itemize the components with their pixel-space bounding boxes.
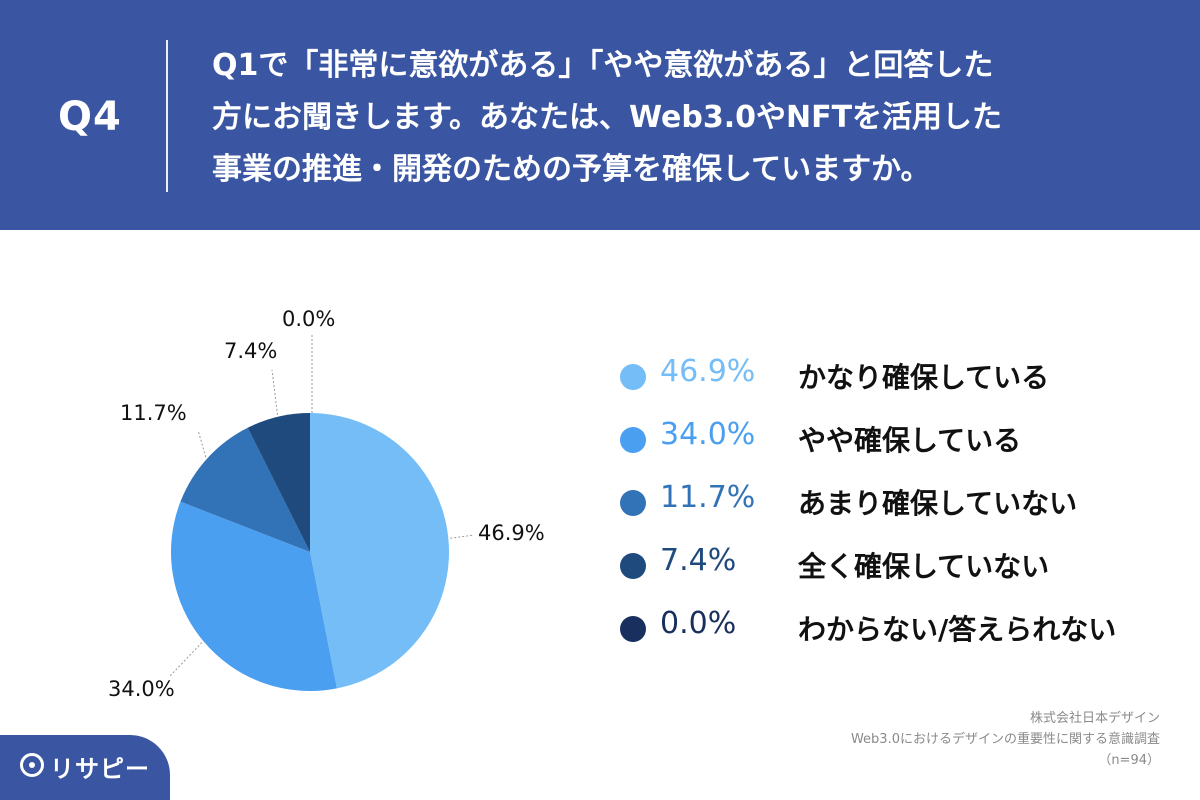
header: Q4 Q1で「非常に意欲がある」「やや意欲がある」と回答した 方にお聞きします。… bbox=[0, 0, 1200, 228]
data-label: 0.0% bbox=[282, 307, 335, 331]
legend-label: 全く確保していない bbox=[798, 550, 1050, 583]
pie-slice bbox=[310, 413, 450, 689]
credit-company: 株式会社日本デザイン bbox=[1029, 711, 1160, 726]
pie-chart: 46.9% 34.0% 11.7% 7.4%0.0% bbox=[108, 307, 545, 701]
data-label: 46.9% bbox=[478, 521, 545, 545]
question-line-2: 方にお聞きします。あなたは、Web3.0やNFTを活用した bbox=[212, 100, 1003, 135]
legend-swatch bbox=[620, 490, 646, 516]
brand-name: リサピー bbox=[50, 755, 150, 783]
leader-line bbox=[271, 369, 279, 415]
credit-survey: Web3.0におけるデザインの重要性に関する意識調査 bbox=[850, 732, 1160, 747]
pie-slice bbox=[171, 501, 337, 691]
credit-sample: （n=94） bbox=[1098, 753, 1160, 768]
pie-slice bbox=[180, 427, 310, 552]
pie-slice bbox=[247, 413, 310, 552]
legend-swatch bbox=[620, 553, 646, 579]
question-number: Q4 bbox=[58, 94, 122, 140]
source-credit: 株式会社日本デザイン Web3.0におけるデザインの重要性に関する意識調査 （n… bbox=[851, 708, 1160, 771]
leader-line bbox=[450, 534, 475, 539]
legend-swatch bbox=[620, 364, 646, 390]
legend-value: 7.4% bbox=[660, 543, 737, 578]
chart-panel: 46.9% 34.0% 11.7% 7.4% 0.0% 46.9% かなり確保している … bbox=[0, 230, 1200, 800]
question-line-1: Q1で「非常に意欲がある」「やや意欲がある」と回答した bbox=[212, 48, 994, 83]
legend-value: 34.0% bbox=[660, 417, 756, 452]
legend-label: かなり確保している bbox=[798, 361, 1050, 394]
leader-line bbox=[197, 429, 207, 458]
legend-swatch bbox=[620, 427, 646, 453]
leader-line bbox=[169, 642, 203, 677]
search-pin-icon bbox=[20, 753, 44, 777]
legend-label: わからない/答えられない bbox=[798, 613, 1117, 646]
data-label: 7.4% bbox=[224, 339, 277, 363]
legend-value: 11.7% bbox=[660, 480, 756, 515]
data-label: 11.7% bbox=[120, 401, 187, 425]
brand-logo: リサピー bbox=[0, 735, 170, 800]
legend-label: やや確保している bbox=[798, 424, 1022, 457]
legend-label: あまり確保していない bbox=[798, 487, 1078, 520]
header-divider bbox=[166, 40, 168, 192]
data-label: 34.0% bbox=[108, 677, 175, 701]
legend-swatch bbox=[620, 616, 646, 642]
question-text: Q1で「非常に意欲がある」「やや意欲がある」と回答した 方にお聞きします。あなた… bbox=[212, 40, 1172, 196]
legend-value: 46.9% bbox=[660, 354, 756, 389]
question-line-3: 事業の推進・開発のための予算を確保していますか。 bbox=[212, 152, 931, 187]
legend-value: 0.0% bbox=[660, 606, 737, 641]
